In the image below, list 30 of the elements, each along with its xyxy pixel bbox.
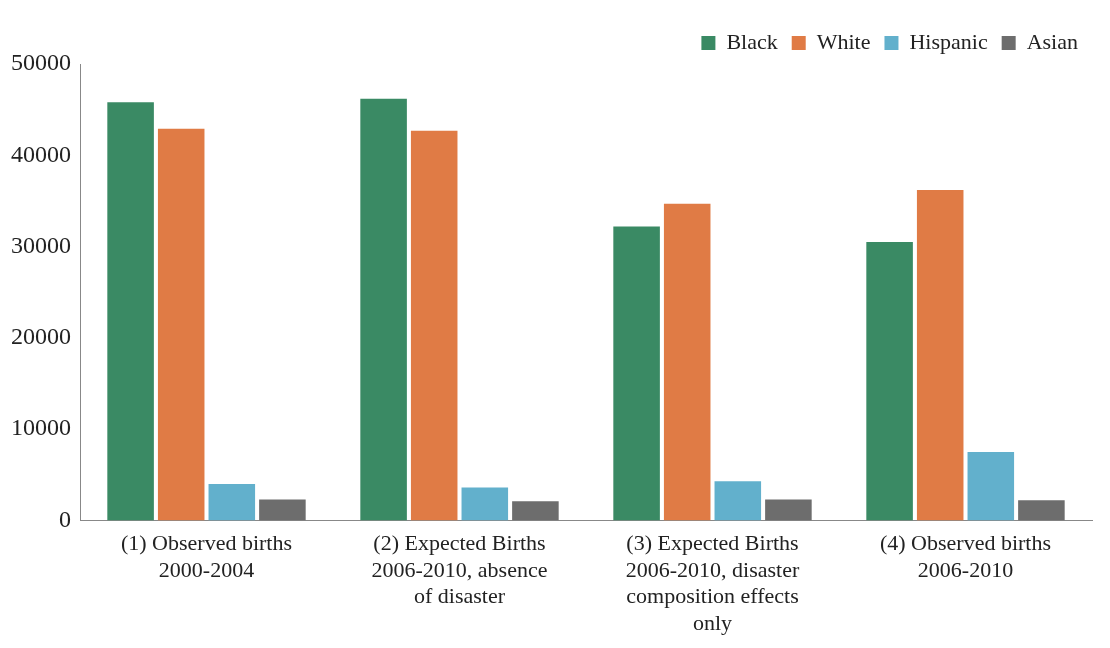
y-tick-label: 40000: [11, 140, 71, 167]
x-tick-label: (1) Observed births 2000-2004: [120, 530, 293, 582]
x-tick-label: (2) Expected Births 2006-2010, absence of disaster: [371, 530, 548, 609]
bar: [663, 203, 711, 521]
bar: [208, 483, 256, 521]
bar: [259, 499, 306, 521]
y-tick-label: 50000: [11, 49, 71, 76]
legend-label: Black: [726, 28, 778, 54]
bar: [410, 130, 458, 521]
y-tick-label: 0: [59, 505, 71, 532]
x-tick-label: (3) Expected Births 2006-2010, disaster composition effects only: [625, 530, 800, 635]
bar: [714, 481, 762, 521]
bar: [765, 499, 812, 521]
bar: [360, 98, 407, 521]
bar: [461, 487, 509, 521]
bar: [107, 102, 154, 521]
bar: [512, 501, 559, 521]
bar: [613, 226, 660, 521]
bar: [967, 451, 1015, 521]
bar: [916, 189, 964, 521]
bar: [866, 242, 913, 521]
legend-label: White: [816, 28, 871, 54]
y-tick-label: 20000: [11, 323, 71, 350]
y-tick-label: 10000: [11, 414, 71, 441]
x-tick-label: (4) Observed births 2006-2010: [879, 530, 1052, 582]
legend-label: Hispanic: [909, 28, 988, 54]
legend-label: Asian: [1026, 28, 1078, 54]
bar: [1018, 500, 1065, 521]
bar: [157, 128, 205, 521]
y-tick-label: 30000: [11, 231, 71, 258]
